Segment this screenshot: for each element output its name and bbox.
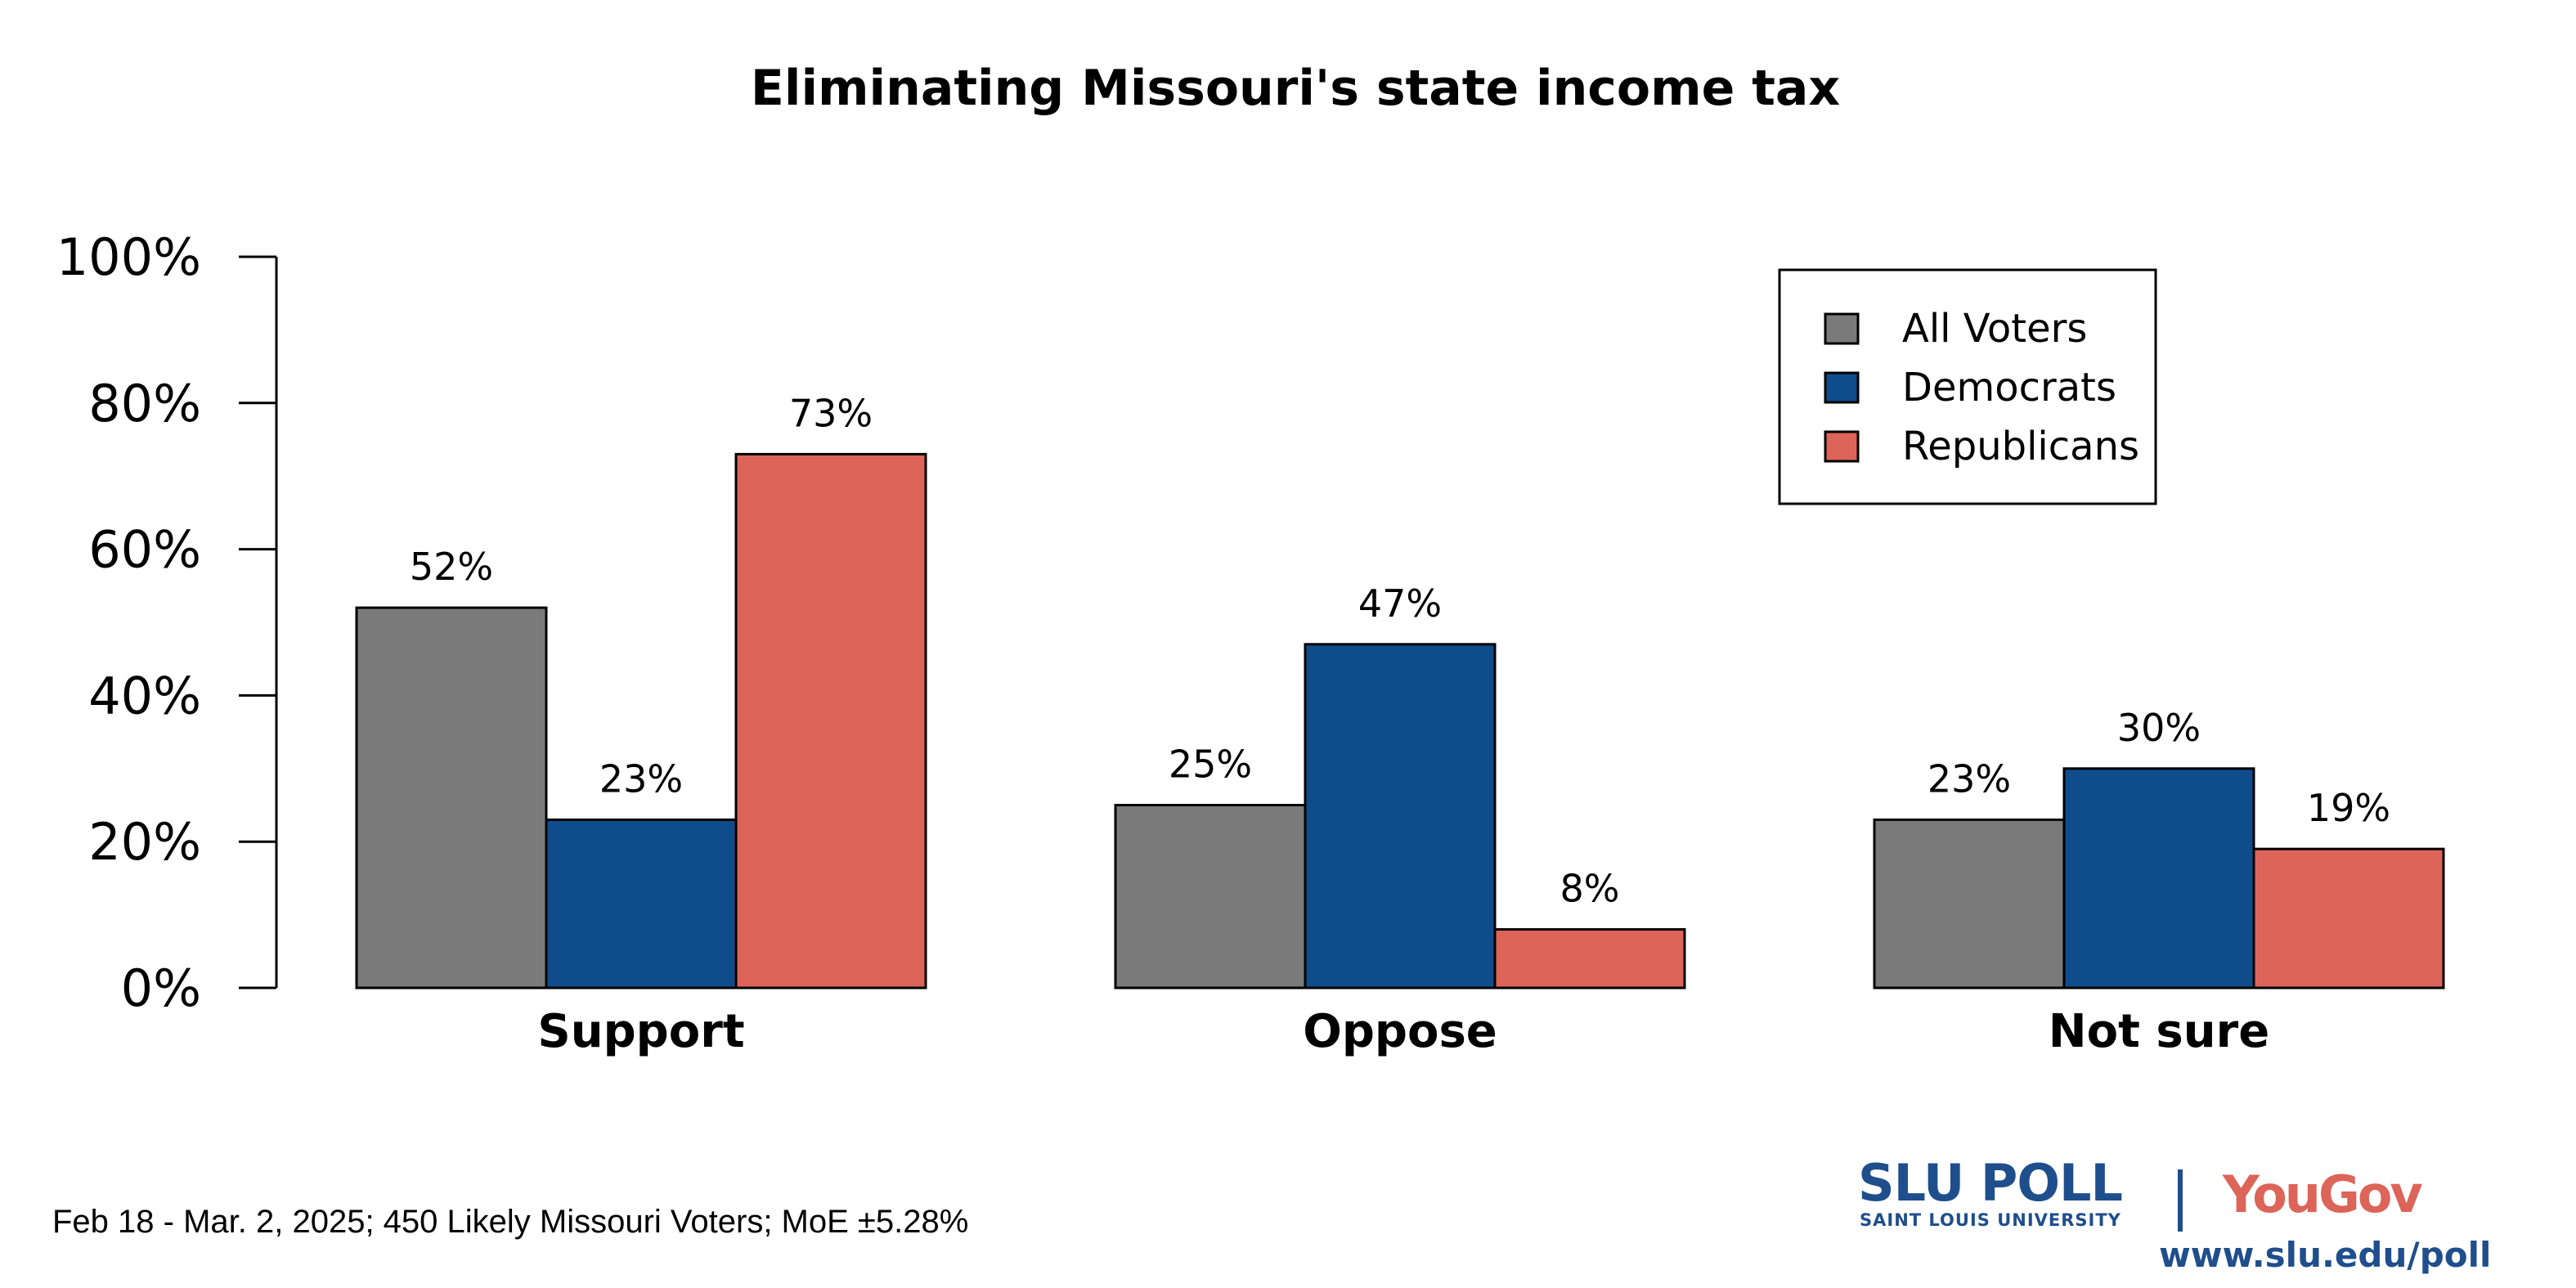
legend-swatch bbox=[1824, 312, 1860, 345]
chart-title: Eliminating Missouri's state income tax bbox=[751, 60, 1840, 117]
y-tick-label: 40% bbox=[88, 666, 201, 725]
category-label: Support bbox=[537, 1005, 744, 1058]
bar-republicans bbox=[2252, 847, 2445, 990]
category-label: Oppose bbox=[1303, 1005, 1497, 1058]
data-label: 30% bbox=[2117, 706, 2201, 750]
bar-democrats bbox=[2062, 767, 2255, 990]
bar-republicans bbox=[1493, 927, 1686, 990]
data-label: 23% bbox=[1928, 756, 2011, 801]
legend-label: Democrats bbox=[1902, 365, 2116, 411]
data-label: 8% bbox=[1560, 866, 1620, 910]
footer-note: Feb 18 - Mar. 2, 2025; 450 Likely Missou… bbox=[52, 1204, 969, 1240]
legend-swatch bbox=[1824, 371, 1860, 404]
legend-label: Republicans bbox=[1902, 424, 2139, 469]
bars: 52% 23% 73% Support 25% 47% 8% Oppose 23% 30% 19% N… bbox=[355, 391, 2445, 1058]
legend-label: All Voters bbox=[1902, 306, 2087, 352]
data-label: 25% bbox=[1169, 743, 1252, 787]
legend: All Voters Democrats Republicans bbox=[1778, 268, 2157, 505]
bar-republicans bbox=[734, 452, 927, 990]
y-tick-label: 0% bbox=[121, 958, 201, 1018]
bar-all-voters bbox=[1873, 818, 2066, 990]
data-label: 73% bbox=[789, 391, 873, 435]
category-label: Not sure bbox=[2049, 1005, 2269, 1058]
data-label: 47% bbox=[1358, 581, 1442, 626]
y-tick-label: 80% bbox=[88, 374, 201, 433]
data-label: 52% bbox=[410, 545, 493, 589]
slu-poll-logo-text: SLU POLL bbox=[1858, 1153, 2123, 1213]
bar-all-voters bbox=[1114, 804, 1307, 990]
y-tick-label: 20% bbox=[88, 812, 201, 872]
bar-all-voters bbox=[355, 606, 548, 990]
data-label: 19% bbox=[2307, 786, 2390, 830]
bar-democrats bbox=[545, 818, 738, 990]
y-tick-label: 60% bbox=[88, 520, 201, 580]
legend-swatch bbox=[1824, 430, 1860, 463]
y-tick-label: 100% bbox=[56, 227, 201, 287]
poll-url[interactable]: www.slu.edu/poll bbox=[2159, 1235, 2492, 1275]
bar-democrats bbox=[1304, 643, 1497, 990]
y-axis: 0% 20% 40% 60% 80% 100% bbox=[56, 227, 278, 1018]
slu-yougov-logo: SLU POLL SAINT LOUIS UNIVERSITY YouGov w… bbox=[1856, 1153, 2491, 1284]
data-label: 23% bbox=[599, 756, 683, 801]
yougov-logo-text: YouGov bbox=[2223, 1165, 2423, 1224]
logo-divider bbox=[2178, 1169, 2183, 1232]
slu-subtitle: SAINT LOUIS UNIVERSITY bbox=[1860, 1210, 2121, 1230]
